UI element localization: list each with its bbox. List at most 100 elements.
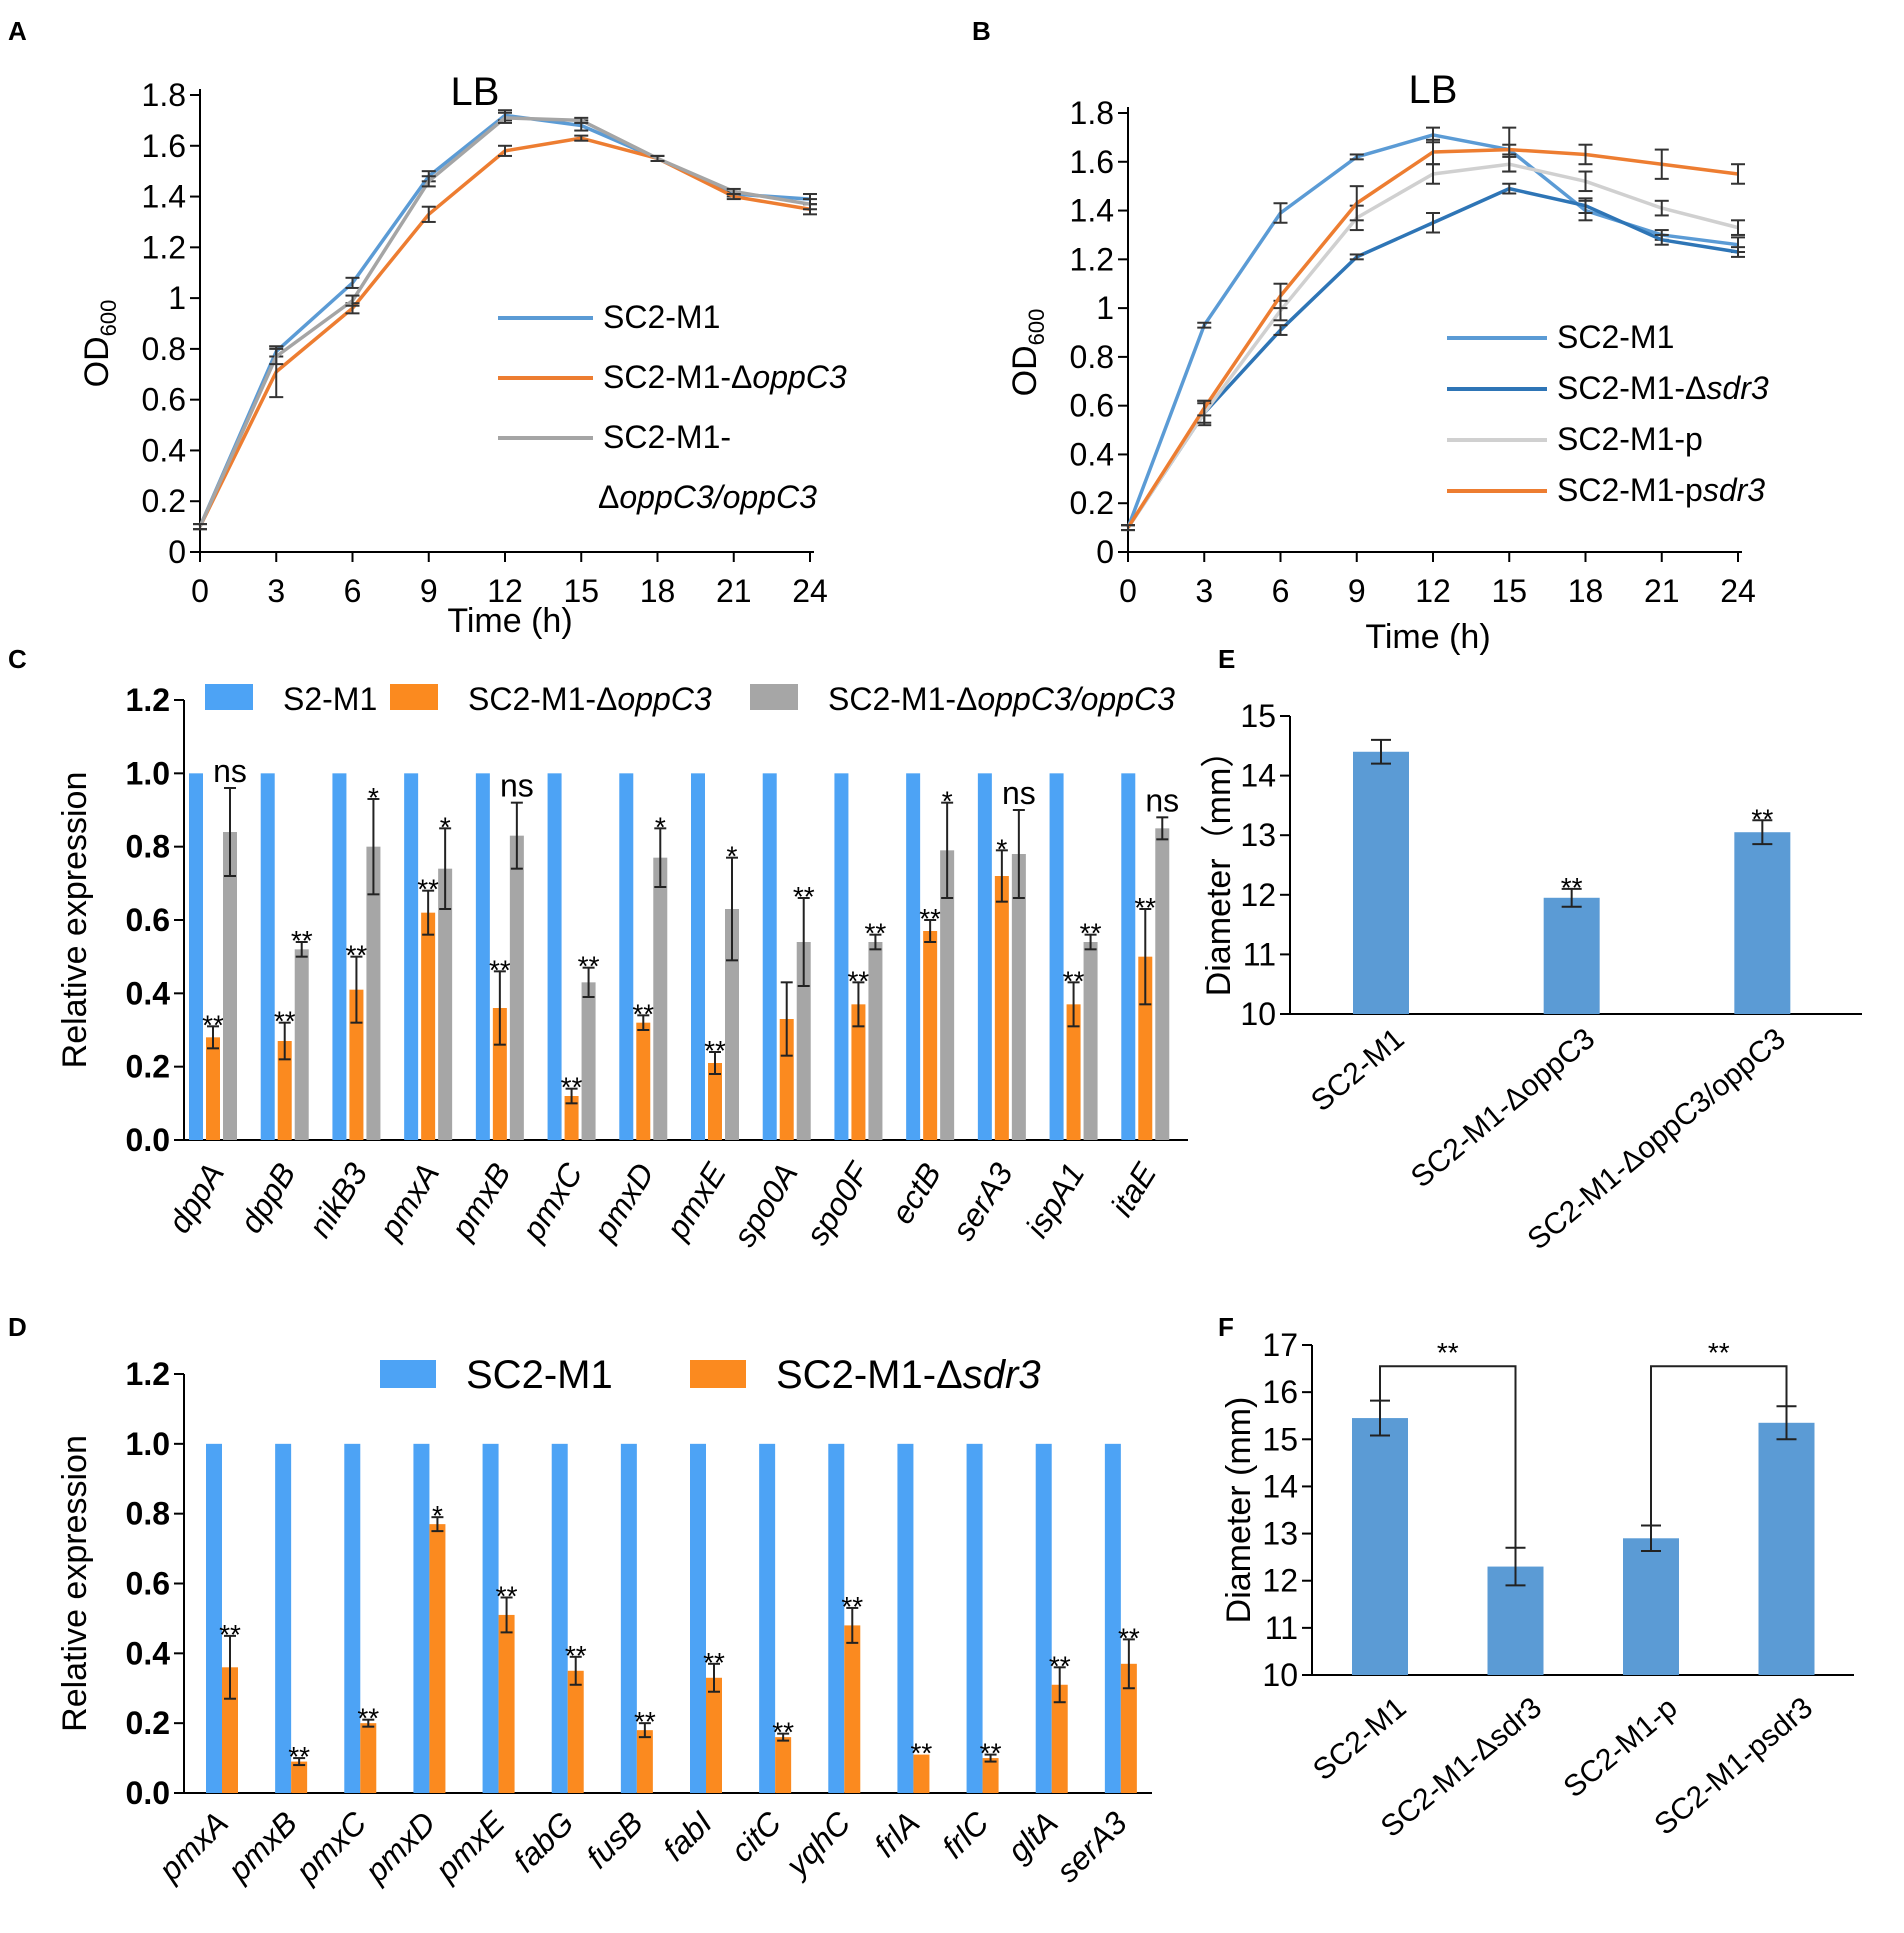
significance-label: ** — [288, 1741, 310, 1772]
legend-label: SC2-M1-psdr3 — [1557, 472, 1765, 508]
bar-ispa1-s1 — [1049, 773, 1064, 1140]
bar-sc2-m1-oppc3-s1 — [1543, 897, 1600, 1014]
y-tick-label: 14 — [1240, 758, 1276, 794]
category-label: spo0F — [799, 1155, 878, 1252]
x-tick-label: 21 — [716, 573, 752, 609]
legend-label: SC2-M1-ΔoppC3/oppC3 — [828, 681, 1175, 717]
category-label: pmxE — [659, 1156, 734, 1246]
category-label: frlC — [935, 1804, 996, 1865]
legend-label-prefix: SC2-M1-Δ — [468, 681, 617, 717]
bar-pmxb-s1 — [475, 773, 490, 1140]
bar-ectb-s1 — [906, 773, 921, 1140]
bar-pmxb-s3 — [509, 835, 524, 1140]
legend-swatch — [380, 1360, 436, 1388]
bar-pmxc-s2 — [564, 1096, 579, 1140]
legend-label-prefix: SC2-M1-Δ — [776, 1353, 963, 1397]
y-tick-label: 0.2 — [142, 483, 186, 519]
y-tick-label: 0.4 — [1070, 436, 1114, 472]
legend-label-italic: sdr3 — [963, 1353, 1041, 1397]
x-axis-label: Time (h) — [1365, 618, 1490, 656]
bar-pmxd-s1 — [413, 1443, 430, 1793]
legend-label-italic: sdr3 — [1706, 370, 1768, 406]
y-tick-label: 13 — [1262, 1516, 1298, 1552]
significance-label: ** — [911, 1738, 933, 1769]
y-tick-label: 1.8 — [1070, 95, 1114, 131]
significance-label: ** — [865, 918, 887, 949]
significance-label: * — [440, 811, 451, 842]
y-tick-label: 12 — [1262, 1563, 1298, 1599]
significance-label: ** — [1049, 1650, 1071, 1681]
x-tick-label: 24 — [792, 573, 828, 609]
significance-label: ns — [1145, 782, 1179, 818]
bar-citc-s2 — [775, 1737, 792, 1793]
category-label: pmxC — [514, 1156, 590, 1248]
legend-label: S2-M1 — [283, 681, 377, 717]
y-tick-label: 11 — [1265, 1610, 1298, 1646]
y-tick-label: 1.2 — [126, 682, 170, 718]
significance-label: ** — [919, 903, 941, 934]
category-label: pmxE — [428, 1804, 512, 1888]
bar-glta-s2 — [1051, 1684, 1068, 1793]
category-label: pmxB — [220, 1804, 304, 1888]
y-tick-label: 0.0 — [126, 1122, 170, 1158]
category-label: SC2-M1-ΔoppC3 — [1405, 1022, 1601, 1194]
bar-spo0a-s2 — [779, 1019, 794, 1140]
bar-pmxd-s1 — [619, 773, 634, 1140]
y-tick-label: 0.2 — [126, 1049, 170, 1085]
bar-pmxa-s2 — [421, 912, 436, 1140]
category-label: dppB — [233, 1157, 303, 1239]
bracket-label: ** — [1708, 1337, 1730, 1368]
legend-label-prefix: S2-M1 — [283, 681, 377, 717]
significance-bracket — [1650, 1365, 1788, 1526]
legend-label: SC2-M1- — [603, 419, 731, 455]
significance-label: ** — [496, 1580, 518, 1611]
panel-label-a: A — [8, 16, 27, 46]
significance-label: ** — [980, 1738, 1002, 1769]
bar-nikb3-s1 — [332, 773, 347, 1140]
y-tick-label: 1.2 — [142, 229, 186, 265]
significance-label: ** — [357, 1703, 379, 1734]
y-tick-label: 10 — [1240, 996, 1276, 1032]
legend-label-prefix: SC2-M1-p — [1557, 472, 1703, 508]
bar-sc2-m1-p-s1 — [1623, 1538, 1679, 1675]
category-label: frlA — [867, 1804, 926, 1863]
bar-frla-s1 — [897, 1443, 914, 1793]
significance-label: * — [655, 811, 666, 842]
legend-label-prefix: Δ — [598, 479, 619, 515]
significance-label: * — [432, 1500, 443, 1531]
category-label: citC — [724, 1804, 789, 1869]
category-label: pmxA — [151, 1804, 235, 1888]
bar-sc2-m1-s1 — [1353, 751, 1409, 1014]
significance-label: * — [368, 782, 379, 813]
bar-sera3-s2 — [994, 876, 1009, 1140]
bar-sc2-m1-psdr3-s1 — [1758, 1422, 1815, 1675]
category-label: ispA1 — [1019, 1157, 1092, 1244]
y-tick-label: 0.6 — [126, 1566, 170, 1602]
x-tick-label: 15 — [1491, 573, 1527, 609]
chart-title: LB — [451, 70, 500, 114]
y-tick-label: 15 — [1240, 698, 1276, 734]
y-tick-label: 1.0 — [126, 755, 170, 791]
panel-a-growth-chart: 0 0.2 0.4 0.6 0.8 1 1.2 1.4 1.6 1.8 0 3 6 9 12 15 18 21 24… — [78, 70, 847, 640]
bar-fabg-s1 — [551, 1443, 568, 1793]
significance-label: ** — [489, 954, 511, 985]
y-tick-label: 0.4 — [142, 432, 186, 468]
y-tick-label: 0.4 — [126, 975, 171, 1011]
legend-label-prefix: SC2-M1-Δ — [603, 359, 752, 395]
legend-swatch — [390, 684, 438, 710]
y-axis-label-subscript: 600 — [1024, 309, 1049, 346]
y-axis-label: OD600 — [1006, 309, 1049, 397]
y-tick-label: 0 — [1096, 534, 1114, 570]
bar-spo0a-s1 — [762, 773, 777, 1140]
category-label: pmxA — [372, 1157, 446, 1246]
x-tick-label: 15 — [563, 573, 599, 609]
y-tick-label: 1.6 — [142, 128, 186, 164]
category-label: itaE — [1103, 1156, 1163, 1222]
bar-sc2-m1-s1 — [1352, 1418, 1408, 1675]
legend-label-italic: oppC3 — [617, 681, 712, 717]
significance-label: * — [727, 841, 738, 872]
x-tick-label: 3 — [267, 573, 285, 609]
category-label: nikB3 — [301, 1156, 374, 1243]
category-label: fabI — [656, 1804, 719, 1867]
